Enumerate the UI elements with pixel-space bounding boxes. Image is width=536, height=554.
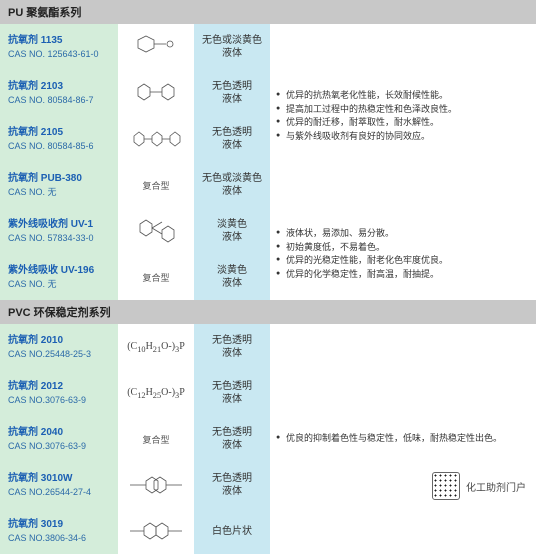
structure-cell: 复合型 xyxy=(118,254,194,300)
cas-number: CAS NO.3806-34-6 xyxy=(8,532,110,545)
appearance-cell: 淡黄色液体 xyxy=(194,208,270,254)
bullet: 与紫外线吸收剂有良好的协同效应。 xyxy=(276,130,530,144)
product-cell: 抗氧剂 2105CAS NO. 80584-85-6 xyxy=(0,116,118,162)
product-cell: 抗氧剂 2012CAS NO.3076-63-9 xyxy=(0,370,118,416)
structure-cell xyxy=(118,508,194,554)
watermark: 化工助剂门户 xyxy=(432,472,526,500)
cas-number: CAS NO.26544-27-4 xyxy=(8,486,110,499)
appearance-cell: 无色透明液体 xyxy=(194,116,270,162)
appearance-cell: 无色透明液体 xyxy=(194,462,270,508)
cas-number: CAS NO. 57834-33-0 xyxy=(8,232,110,245)
product-name: 抗氧剂 2103 xyxy=(8,80,110,94)
formula: (C12H25O-)3P xyxy=(127,387,185,400)
bullet: 提高加工过程中的热稳定性和色泽改良性。 xyxy=(276,103,530,117)
product-name: 抗氧剂 1135 xyxy=(8,34,110,48)
appearance-cell: 淡黄色液体 xyxy=(194,254,270,300)
section-header: PU 聚氨酯系列 xyxy=(0,0,536,24)
product-name: 抗氧剂 2010 xyxy=(8,334,110,348)
structure-cell xyxy=(118,462,194,508)
bullet: 液体状，易添加、易分散。 xyxy=(276,227,530,241)
bullet: 优异的抗热氧老化性能，长效耐候性能。 xyxy=(276,89,530,103)
structure-cell: (C12H25O-)3P xyxy=(118,370,194,416)
structure-cell: 复合型 xyxy=(118,416,194,462)
product-cell: 抗氧剂 PUB-380CAS NO. 无 xyxy=(0,162,118,208)
formula: (C10H21O-)3P xyxy=(127,341,185,354)
product-cell: 抗氧剂 2103CAS NO. 80584-86-7 xyxy=(0,70,118,116)
appearance-cell: 无色或淡黄色液体 xyxy=(194,162,270,208)
description-block: 优异的抗热氧老化性能，长效耐候性能。提高加工过程中的热稳定性和色泽改良性。优异的… xyxy=(270,24,536,208)
cas-number: CAS NO. 无 xyxy=(8,186,110,199)
product-name: 抗氧剂 3019 xyxy=(8,518,110,532)
section-header: PVC 环保稳定剂系列 xyxy=(0,300,536,324)
product-cell: 紫外线吸收 UV-196CAS NO. 无 xyxy=(0,254,118,300)
appearance-cell: 无色透明液体 xyxy=(194,70,270,116)
product-cell: 抗氧剂 1135CAS NO. 125643-61-0 xyxy=(0,24,118,70)
structure-cell: 复合型 xyxy=(118,162,194,208)
bullet: 优异的光稳定性能，耐老化色牢度优良。 xyxy=(276,254,530,268)
product-name: 抗氧剂 PUB-380 xyxy=(8,172,110,186)
bullet: 初始黄度低，不易着色。 xyxy=(276,241,530,255)
appearance-cell: 白色片状 xyxy=(194,508,270,554)
cas-number: CAS NO. 125643-61-0 xyxy=(8,48,110,61)
cas-number: CAS NO.3076-63-9 xyxy=(8,440,110,453)
appearance-cell: 无色或淡黄色液体 xyxy=(194,24,270,70)
bullet: 优异的耐迁移，耐萃取性，耐水解性。 xyxy=(276,116,530,130)
appearance-cell: 无色透明液体 xyxy=(194,416,270,462)
cas-number: CAS NO.3076-63-9 xyxy=(8,394,110,407)
product-name: 抗氧剂 2012 xyxy=(8,380,110,394)
product-name: 抗氧剂 3010W xyxy=(8,472,110,486)
description-block: 液体状，易添加、易分散。初始黄度低，不易着色。优异的光稳定性能，耐老化色牢度优良… xyxy=(270,208,536,300)
watermark-text: 化工助剂门户 xyxy=(466,479,526,494)
product-cell: 抗氧剂 2040CAS NO.3076-63-9 xyxy=(0,416,118,462)
structure-cell xyxy=(118,24,194,70)
product-cell: 抗氧剂 2010CAS NO.25448-25-3 xyxy=(0,324,118,370)
description-block: 优良的抑制着色性与稳定性，低味，耐热稳定性出色。 xyxy=(270,324,536,554)
cas-number: CAS NO. 无 xyxy=(8,278,110,291)
cas-number: CAS NO.25448-25-3 xyxy=(8,348,110,361)
cas-number: CAS NO. 80584-86-7 xyxy=(8,94,110,107)
bullet: 优异的化学稳定性，耐高温，耐抽提。 xyxy=(276,268,530,282)
product-cell: 紫外线吸收剂 UV-1CAS NO. 57834-33-0 xyxy=(0,208,118,254)
appearance-cell: 无色透明液体 xyxy=(194,370,270,416)
structure-cell: (C10H21O-)3P xyxy=(118,324,194,370)
qrcode-icon xyxy=(432,472,460,500)
structure-cell xyxy=(118,70,194,116)
cas-number: CAS NO. 80584-85-6 xyxy=(8,140,110,153)
product-name: 抗氧剂 2040 xyxy=(8,426,110,440)
product-name: 紫外线吸收 UV-196 xyxy=(8,264,110,278)
product-name: 紫外线吸收剂 UV-1 xyxy=(8,218,110,232)
product-cell: 抗氧剂 3019CAS NO.3806-34-6 xyxy=(0,508,118,554)
appearance-cell: 无色透明液体 xyxy=(194,324,270,370)
structure-cell xyxy=(118,208,194,254)
product-name: 抗氧剂 2105 xyxy=(8,126,110,140)
bullet: 优良的抑制着色性与稳定性，低味，耐热稳定性出色。 xyxy=(276,432,530,446)
structure-cell xyxy=(118,116,194,162)
product-cell: 抗氧剂 3010WCAS NO.26544-27-4 xyxy=(0,462,118,508)
